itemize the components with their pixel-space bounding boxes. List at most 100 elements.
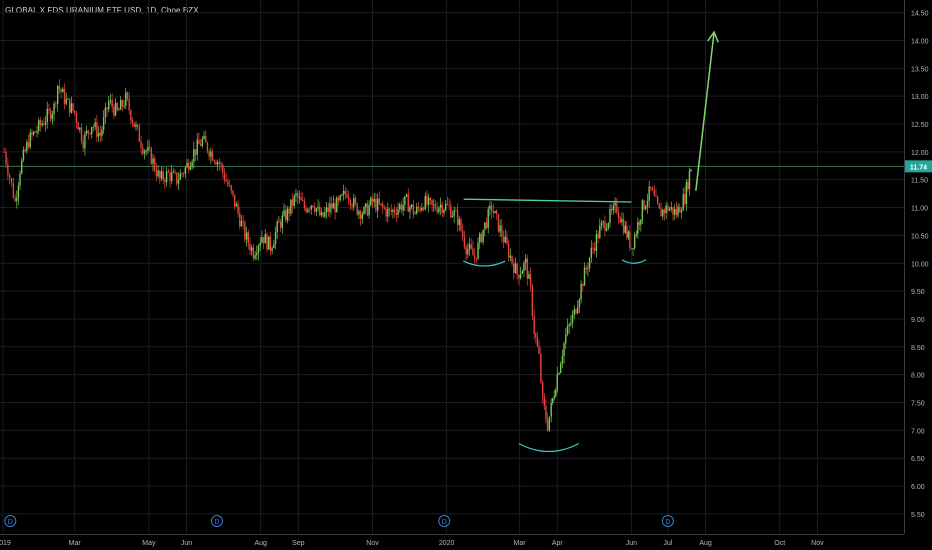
- candle-body: [70, 103, 73, 113]
- candle-body: [303, 200, 306, 209]
- candle-body: [56, 85, 59, 104]
- candle-body: [342, 191, 345, 195]
- x-tick-label: Nov: [366, 540, 379, 547]
- candle-body: [203, 135, 205, 139]
- candle-body: [230, 185, 232, 191]
- candle-body: [53, 103, 55, 114]
- candle-body: [383, 207, 386, 209]
- candle-body: [108, 100, 110, 110]
- candle-body: [332, 203, 335, 209]
- candle-body: [632, 248, 634, 249]
- candle-body: [136, 124, 139, 127]
- candle-body: [667, 205, 669, 211]
- candle-body: [453, 210, 455, 216]
- candle-body: [475, 258, 478, 260]
- candle-body: [641, 200, 644, 220]
- candle-body: [633, 235, 636, 249]
- candle-body: [409, 206, 411, 212]
- candle-body: [278, 221, 280, 223]
- candle-body: [123, 105, 125, 107]
- candle-body: [651, 187, 654, 191]
- candle-body: [658, 203, 661, 209]
- y-tick-label: 8.00: [911, 373, 925, 380]
- candle-body: [164, 180, 166, 183]
- candle-body: [68, 98, 71, 113]
- x-tick-label: Aug: [699, 540, 712, 547]
- candle-body: [573, 309, 575, 315]
- candle-body: [133, 122, 135, 127]
- candle-body: [670, 207, 672, 209]
- candle-body: [616, 203, 618, 213]
- candle-body: [31, 132, 33, 135]
- candle-body: [550, 402, 552, 417]
- candle-body: [477, 242, 479, 259]
- candle-body: [541, 382, 544, 397]
- candle-body: [353, 197, 355, 207]
- forecast-arrow-shaft: [695, 32, 715, 191]
- candle-body: [429, 197, 432, 200]
- y-tick-label: 5.50: [911, 512, 925, 519]
- candle-body: [94, 122, 96, 128]
- candle-body: [688, 171, 691, 190]
- candle-body: [607, 223, 610, 229]
- x-tick-label: 2019: [0, 540, 11, 547]
- candle-body: [317, 206, 319, 209]
- candle-body: [186, 162, 188, 168]
- candle-body: [487, 208, 489, 228]
- forecast-arrow-head: [707, 30, 719, 43]
- candle-body: [351, 205, 353, 207]
- candle-body: [536, 337, 539, 347]
- candle-body: [84, 133, 86, 149]
- candle-body: [354, 197, 357, 204]
- candle-body: [218, 162, 221, 164]
- candle-body: [140, 141, 142, 148]
- candle-body: [552, 398, 554, 403]
- candle-body: [617, 212, 620, 219]
- candle-body: [619, 218, 621, 223]
- candle-body: [627, 231, 630, 238]
- candle-body: [587, 268, 589, 270]
- candle-body: [519, 273, 522, 279]
- candle-body: [240, 221, 243, 227]
- candle-body: [480, 233, 483, 243]
- candle-body: [349, 199, 352, 206]
- candle-body: [665, 205, 667, 214]
- candle-body: [361, 214, 364, 219]
- candle-body: [523, 262, 525, 271]
- candle-body: [165, 171, 168, 183]
- candle-body: [62, 88, 64, 93]
- candle-body: [268, 236, 270, 250]
- candle-body: [444, 204, 447, 210]
- candle-body: [36, 130, 38, 133]
- candle-body: [545, 405, 547, 420]
- candle-body: [220, 163, 222, 165]
- candle-body: [614, 203, 616, 206]
- candle-body: [160, 171, 163, 179]
- x-tick-label: Jun: [626, 540, 637, 547]
- candle-body: [126, 92, 129, 99]
- candle-body: [590, 247, 593, 258]
- candle-body: [465, 246, 467, 255]
- candle-body: [650, 186, 652, 188]
- candle-body: [496, 211, 498, 215]
- candle-body: [514, 263, 517, 274]
- candle-body: [58, 85, 61, 90]
- y-tick-label: 10.00: [911, 261, 929, 268]
- candle-body: [366, 203, 369, 216]
- candle-body: [131, 120, 134, 123]
- candle-body: [271, 248, 273, 251]
- candle-body: [599, 225, 601, 239]
- dividend-marker: [661, 515, 674, 527]
- candle-body: [602, 221, 604, 223]
- candle-body: [121, 100, 124, 107]
- candle-body: [414, 213, 416, 215]
- candle-body: [153, 158, 156, 170]
- dividend-marker-label: D: [442, 519, 447, 526]
- candle-body: [26, 142, 28, 152]
- candle-body: [38, 120, 40, 131]
- candle-body: [422, 208, 425, 210]
- candle-body: [276, 221, 278, 233]
- dividend-marker: [210, 515, 223, 527]
- candle-body: [585, 267, 587, 270]
